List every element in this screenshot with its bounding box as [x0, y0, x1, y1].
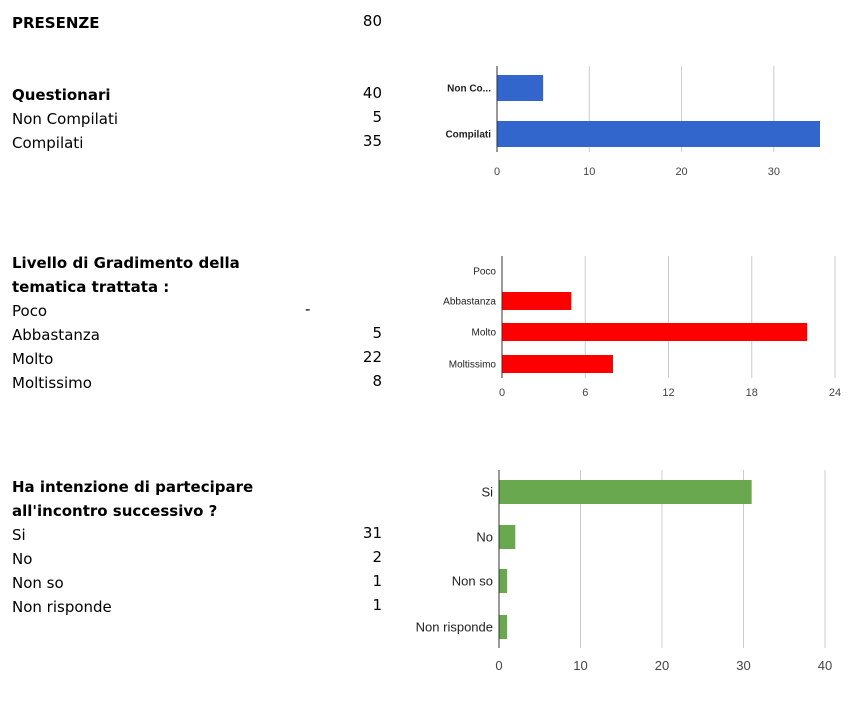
questionari-row-label: Non Compilati — [12, 110, 119, 128]
questionari-total: 40 — [362, 84, 382, 102]
bar — [502, 323, 808, 341]
category-label: Abbastanza — [443, 297, 496, 308]
intenzione-row-value: 1 — [372, 596, 382, 614]
gradimento-row-label: Poco — [12, 302, 48, 320]
category-label: Non Co... — [447, 84, 491, 95]
gradimento-row-label: Molto — [12, 350, 54, 368]
gradimento-row-value: 22 — [362, 348, 382, 366]
x-tick-label: 0 — [494, 166, 500, 178]
intenzione-row-label: Non risponde — [12, 598, 112, 616]
x-tick-label: 24 — [829, 387, 841, 399]
gradimento-row-value: 8 — [372, 372, 382, 390]
intenzione-row-label: Non so — [12, 574, 64, 592]
intenzione-heading: Ha intenzione di partecipare — [12, 478, 254, 496]
category-label: Non risponde — [416, 620, 493, 635]
intenzione-row-value: 2 — [372, 548, 382, 566]
x-tick-label: 0 — [499, 387, 505, 399]
gradimento-row-value: 5 — [372, 324, 382, 342]
x-tick-label: 6 — [582, 387, 588, 399]
presenze-label: PRESENZE — [12, 14, 100, 32]
category-label: No — [476, 530, 493, 545]
category-label: Compilati — [445, 130, 491, 141]
x-tick-label: 10 — [583, 166, 595, 178]
x-tick-label: 18 — [746, 387, 758, 399]
bar — [499, 569, 508, 593]
bar — [499, 480, 752, 504]
bar — [497, 75, 544, 101]
gradimento-row-label: Abbastanza — [12, 326, 100, 344]
intenzione-row-label: No — [12, 550, 33, 568]
gradimento-row-value: - — [305, 300, 311, 318]
intenzione-row-value: 31 — [362, 524, 382, 542]
intenzione-row-value: 1 — [372, 572, 382, 590]
category-label: Molto — [472, 328, 497, 339]
bar — [497, 121, 820, 147]
bar — [499, 615, 508, 639]
intenzione-heading: all'incontro successivo ? — [12, 502, 218, 520]
bar — [499, 525, 516, 549]
gradimento-row-label: Moltissimo — [12, 374, 92, 392]
x-tick-label: 30 — [768, 166, 780, 178]
questionari-heading: Questionari — [12, 86, 111, 104]
x-tick-label: 0 — [495, 658, 502, 673]
bar — [502, 355, 613, 373]
x-tick-label: 30 — [736, 658, 750, 673]
x-tick-label: 40 — [818, 658, 832, 673]
category-label: Moltissimo — [449, 360, 497, 371]
gradimento-heading: Livello di Gradimento della — [12, 254, 240, 272]
x-tick-label: 12 — [662, 387, 674, 399]
category-label: Si — [481, 485, 493, 500]
gradimento-heading: tematica trattata : — [12, 278, 170, 296]
category-label: Non so — [452, 574, 493, 589]
presenze-value: 80 — [362, 12, 382, 30]
category-label: Poco — [473, 267, 496, 278]
questionari-row-label: Compilati — [12, 134, 84, 152]
questionari-row-value: 5 — [372, 108, 382, 126]
x-tick-label: 10 — [573, 658, 587, 673]
x-tick-label: 20 — [675, 166, 687, 178]
intenzione-row-label: Si — [12, 526, 26, 544]
bar — [502, 292, 572, 310]
questionari-row-value: 35 — [362, 132, 382, 150]
x-tick-label: 20 — [655, 658, 669, 673]
